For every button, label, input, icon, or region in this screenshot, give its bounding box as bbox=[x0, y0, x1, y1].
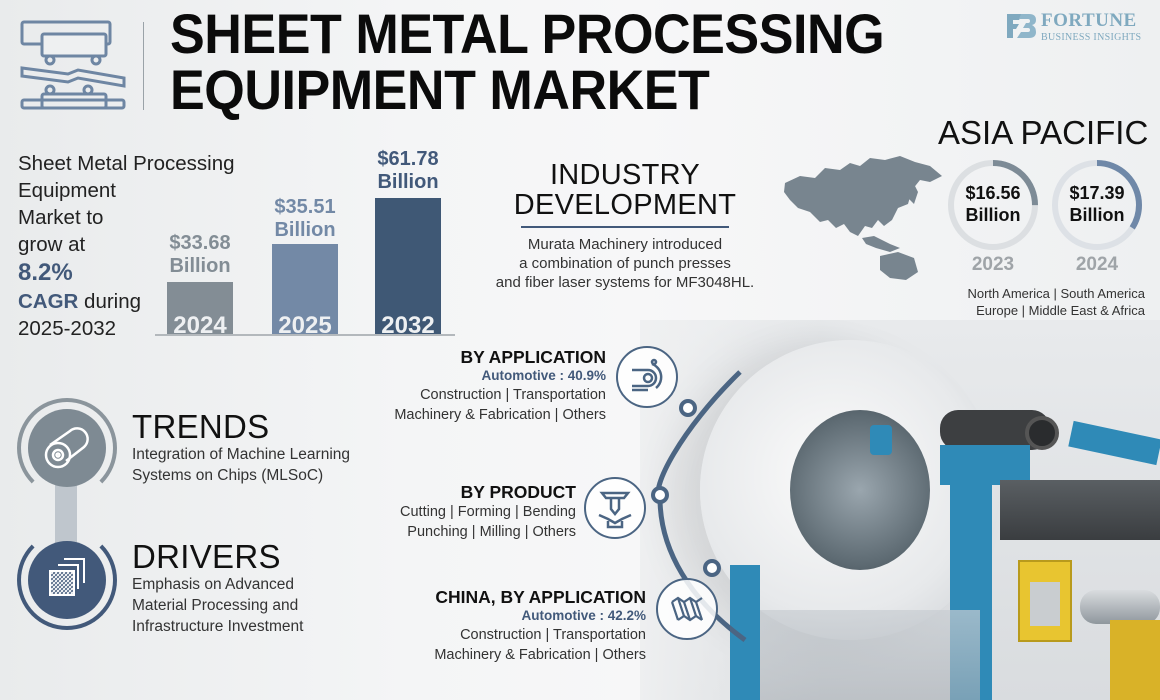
trends-block: TRENDS Integration of Machine Learning S… bbox=[132, 410, 350, 486]
ap-2024-value: $17.39 Billion bbox=[1069, 183, 1125, 225]
trends-title: TRENDS bbox=[132, 408, 270, 445]
title-line-1: SHEET METAL PROCESSING bbox=[170, 2, 885, 65]
growth-line-2: Equipment bbox=[18, 179, 117, 202]
segment-title: CHINA, BY APPLICATION bbox=[435, 587, 646, 607]
page-title: SHEET METAL PROCESSING EQUIPMENT MARKET bbox=[170, 2, 885, 121]
industry-title: INDUSTRY DEVELOPMENT bbox=[513, 159, 737, 221]
growth-line-1: Sheet Metal Processing bbox=[18, 152, 235, 175]
sheet-metal-press-icon bbox=[18, 16, 130, 110]
ap-2023-donut: $16.56 Billion 2023 bbox=[946, 158, 1040, 275]
segment-line-1: Cutting | Forming | Bending bbox=[400, 504, 576, 520]
bar-2025: 2025 bbox=[272, 244, 338, 339]
drivers-body: Emphasis on Advanced Material Processing… bbox=[132, 576, 304, 635]
forecast-period: 2025-2032 bbox=[18, 317, 117, 340]
bar-value-label: $61.78 Billion bbox=[377, 148, 439, 193]
drivers-block: DRIVERS Emphasis on Advanced Material Pr… bbox=[132, 540, 303, 637]
asia-pacific-map-icon bbox=[780, 148, 945, 283]
segment-highlight: Automotive : 42.2% bbox=[521, 608, 646, 623]
metal-roll-icon bbox=[28, 409, 106, 487]
brand-name: FORTUNE bbox=[1041, 10, 1137, 31]
segment-highlight: Automotive : 40.9% bbox=[481, 368, 606, 383]
cagr-line: CAGR during bbox=[18, 288, 248, 315]
drivers-icon-ring bbox=[17, 530, 117, 630]
trends-icon-ring bbox=[17, 398, 117, 498]
fortune-logo-icon bbox=[1007, 14, 1036, 38]
cagr-value: 8.2% bbox=[18, 259, 73, 286]
bar-2024: 2024 bbox=[167, 282, 233, 339]
press-brake-icon bbox=[584, 477, 646, 539]
segment-line-2: Machinery & Fabrication | Others bbox=[394, 407, 606, 423]
growth-line-3: Market to bbox=[18, 206, 104, 229]
bar-year-label: 2025 bbox=[278, 312, 332, 339]
segment-title: BY APPLICATION bbox=[460, 347, 606, 367]
segment-line-1: Construction | Transportation bbox=[420, 387, 606, 403]
segment-line-2: Punching | Milling | Others bbox=[407, 524, 576, 540]
ap-2024-year: 2024 bbox=[1075, 254, 1119, 275]
segment-china-by-application: CHINA, BY APPLICATION Automotive : 42.2%… bbox=[410, 587, 646, 665]
bar-year-label: 2024 bbox=[173, 312, 227, 339]
other-regions: North America | South America Europe | M… bbox=[967, 286, 1145, 318]
title-line-2: EQUIPMENT MARKET bbox=[170, 58, 710, 121]
trends-body: Integration of Machine Learning Systems … bbox=[132, 446, 351, 484]
corrugated-sheet-icon bbox=[656, 578, 718, 640]
bar-year-label: 2032 bbox=[381, 312, 435, 339]
header-divider bbox=[143, 22, 144, 110]
brand-subtitle: BUSINESS INSIGHTS bbox=[1041, 32, 1142, 43]
growth-line-4: grow at bbox=[18, 233, 86, 256]
bar-value-label: $33.68 Billion bbox=[169, 232, 231, 277]
segment-by-product: BY PRODUCT Cutting | Forming | Bending P… bbox=[380, 482, 576, 542]
coil-core bbox=[790, 410, 930, 570]
ap-2024-donut: $17.39 Billion 2024 bbox=[1050, 158, 1144, 275]
asia-pacific-title: ASIA PACIFIC bbox=[938, 114, 1149, 151]
bar-2032: 2032 bbox=[375, 198, 441, 339]
segment-title: BY PRODUCT bbox=[460, 482, 576, 502]
ap-2023-value: $16.56 Billion bbox=[965, 183, 1021, 225]
bar-value-label: $35.51 Billion bbox=[274, 196, 336, 241]
ap-2023-year: 2023 bbox=[971, 254, 1015, 275]
roller-application-icon bbox=[616, 346, 678, 408]
market-size-bar-chart: 2024 $33.68 Billion 2025 $35.51 Billion 20… bbox=[155, 140, 455, 339]
chart-baseline bbox=[155, 334, 455, 336]
industry-development: INDUSTRY DEVELOPMENT Murata Machinery in… bbox=[480, 160, 770, 292]
industry-body: Murata Machinery introduced a combinatio… bbox=[495, 236, 755, 291]
segment-by-application: BY APPLICATION Automotive : 40.9% Constr… bbox=[380, 347, 606, 425]
growth-summary: Sheet Metal Processing Equipment Market … bbox=[18, 150, 248, 342]
cagr-label: CAGR bbox=[18, 290, 79, 313]
drivers-title: DRIVERS bbox=[132, 538, 281, 575]
layered-material-icon bbox=[28, 541, 106, 619]
industry-divider bbox=[521, 226, 729, 228]
cagr-suffix: during bbox=[78, 290, 142, 313]
segment-line-2: Machinery & Fabrication | Others bbox=[434, 647, 646, 663]
segment-line-1: Construction | Transportation bbox=[460, 627, 646, 643]
